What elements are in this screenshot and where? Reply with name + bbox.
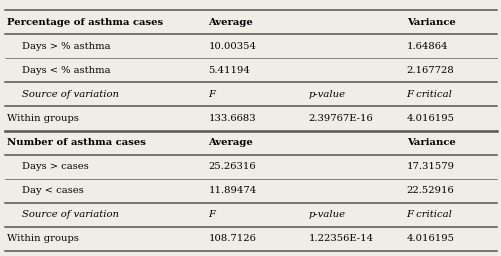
Text: Percentage of asthma cases: Percentage of asthma cases [7,18,162,27]
Text: Variance: Variance [406,138,454,147]
Text: Average: Average [208,18,253,27]
Text: 5.41194: 5.41194 [208,66,249,75]
Text: p-value: p-value [308,210,345,219]
Text: F critical: F critical [406,90,451,99]
Text: Days > cases: Days > cases [22,162,88,171]
Text: F: F [208,90,215,99]
Text: Source of variation: Source of variation [22,90,118,99]
Text: Within groups: Within groups [7,234,78,243]
Text: p-value: p-value [308,90,345,99]
Text: Average: Average [208,138,253,147]
Text: Within groups: Within groups [7,114,78,123]
Text: 4.016195: 4.016195 [406,114,454,123]
Text: Variance: Variance [406,18,454,27]
Text: 2.39767E-16: 2.39767E-16 [308,114,373,123]
Text: 2.167728: 2.167728 [406,66,453,75]
Text: 133.6683: 133.6683 [208,114,256,123]
Text: Source of variation: Source of variation [22,210,118,219]
Text: Day < cases: Day < cases [22,186,83,195]
Text: 11.89474: 11.89474 [208,186,256,195]
Text: 10.00354: 10.00354 [208,42,256,51]
Text: F: F [208,210,215,219]
Text: 22.52916: 22.52916 [406,186,453,195]
Text: 1.22356E-14: 1.22356E-14 [308,234,373,243]
Text: 108.7126: 108.7126 [208,234,256,243]
Text: 4.016195: 4.016195 [406,234,454,243]
Text: 25.26316: 25.26316 [208,162,256,171]
Text: 17.31579: 17.31579 [406,162,454,171]
Text: Number of asthma cases: Number of asthma cases [7,138,145,147]
Text: Days < % asthma: Days < % asthma [22,66,110,75]
Text: 1.64864: 1.64864 [406,42,447,51]
Text: F critical: F critical [406,210,451,219]
Text: Days > % asthma: Days > % asthma [22,42,110,51]
